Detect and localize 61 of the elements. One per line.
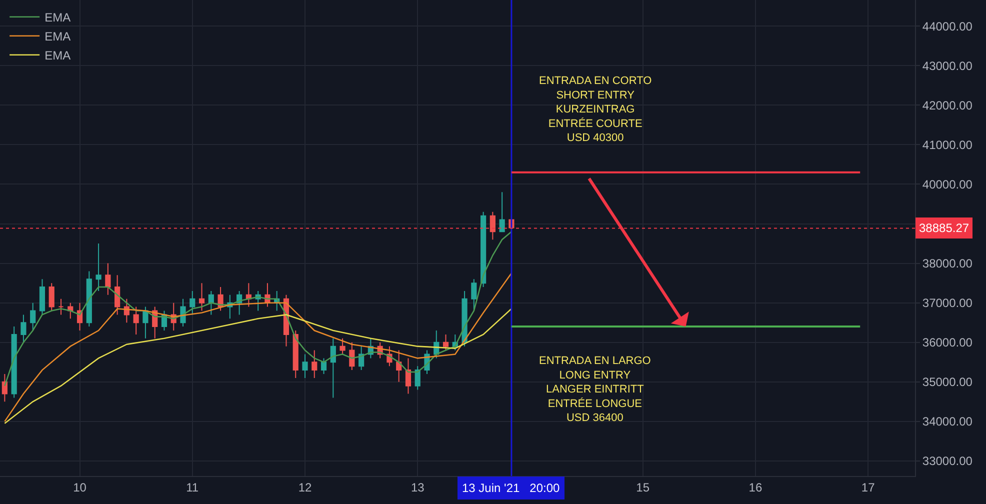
candlestick xyxy=(330,338,336,398)
candlestick xyxy=(190,290,196,316)
candlestick xyxy=(39,278,46,316)
candlestick xyxy=(340,338,346,355)
x-tick-label: 16 xyxy=(748,480,762,494)
candlestick xyxy=(133,306,139,335)
candlestick xyxy=(292,330,298,378)
candlestick xyxy=(246,282,252,308)
line-series xyxy=(4,308,512,424)
x-tick-label: 12 xyxy=(298,480,312,494)
candlestick xyxy=(86,270,92,328)
y-tick-label: 41000.00 xyxy=(922,138,973,152)
y-tick-label: 36000.00 xyxy=(922,336,973,350)
y-tick-label: 33000.00 xyxy=(922,454,973,468)
legend-label: EMA xyxy=(44,30,71,44)
y-tick-label: 35000.00 xyxy=(922,375,973,390)
candlestick xyxy=(396,350,402,382)
candlestick xyxy=(462,290,468,347)
candlestick xyxy=(114,274,120,316)
candlestick xyxy=(208,290,214,316)
y-tick-label: 34000.00 xyxy=(922,414,973,429)
candlestick xyxy=(414,366,420,390)
candlestick xyxy=(358,346,364,371)
candlestick xyxy=(490,211,496,240)
y-tick-label: 38000.00 xyxy=(922,256,973,270)
x-tick-label: 17 xyxy=(861,480,876,494)
x-tick-label: 15 xyxy=(636,480,650,494)
y-tick-label: 42000.00 xyxy=(922,98,973,112)
candlestick xyxy=(58,298,64,316)
candlestick xyxy=(442,334,449,351)
candlestick xyxy=(320,358,327,374)
candlestick xyxy=(471,278,477,312)
y-tick-label: 40000.00 xyxy=(922,177,973,192)
x-tick-label: 11 xyxy=(186,480,199,494)
candlestick xyxy=(20,314,26,343)
candlestick xyxy=(302,354,308,378)
candlestick xyxy=(480,211,486,288)
x-tick-label: 10 xyxy=(73,480,87,494)
candlestick xyxy=(142,306,148,339)
candlestick xyxy=(349,342,355,371)
ref-line-label: 13 Juin '21 20:00 xyxy=(462,481,560,495)
candlestick xyxy=(2,374,8,402)
candlestick xyxy=(11,326,17,398)
candlestick xyxy=(499,192,505,232)
legend-label: EMA xyxy=(44,10,71,25)
y-tick-label: 37000.00 xyxy=(922,296,973,310)
x-tick-label: 13 xyxy=(410,480,425,494)
ref-line-label: ENTRADA EN CORTO SHORT ENTRY KURZEINTRAG ENTRÉE COURTE USD 40300 xyxy=(539,75,652,144)
candlestick xyxy=(405,358,412,394)
line-series xyxy=(4,272,512,422)
candlestick xyxy=(30,302,36,332)
candlestick xyxy=(48,282,54,312)
ref-line-label: 38885.27 xyxy=(919,221,970,235)
ref-line-label: ENTRADA EN LARGO LONG ENTRY LANGER EINTRITT ENTRÉE LONGUE USD 36400 xyxy=(539,355,652,424)
y-tick-label: 44000.00 xyxy=(922,19,973,34)
legend-label: EMA xyxy=(44,48,71,63)
candlestick xyxy=(105,262,111,296)
candlestick xyxy=(198,282,205,312)
candlestick xyxy=(96,243,102,292)
y-tick-label: 43000.00 xyxy=(922,58,973,73)
candlestick xyxy=(312,350,318,378)
